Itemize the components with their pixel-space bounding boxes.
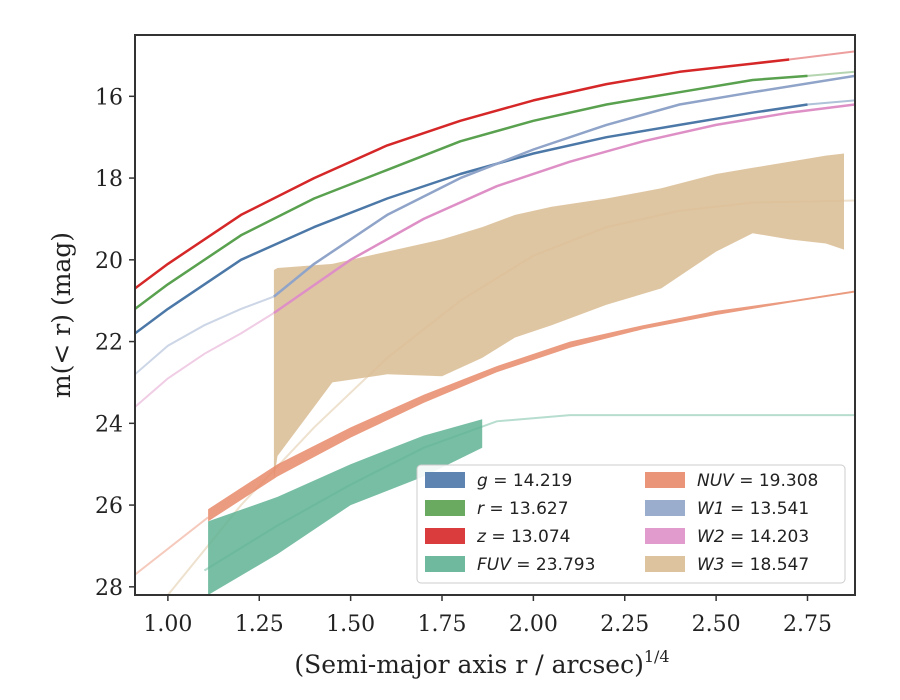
legend-label-nuv: NUV = 19.308 bbox=[697, 471, 818, 491]
x-tick-label: 1.25 bbox=[235, 612, 284, 637]
x-axis-label: (Semi-major axis r / arcsec)1/4 bbox=[294, 647, 669, 679]
legend-label-w1: W1 = 13.541 bbox=[697, 499, 809, 519]
x-tick-label: 2.25 bbox=[600, 612, 649, 637]
legend-swatch-r bbox=[425, 500, 465, 516]
series-layer bbox=[135, 50, 855, 595]
legend: g = 14.219 r = 13.627 z = 13.074 FUV = 23.7… bbox=[416, 464, 846, 584]
series-z-model-curve bbox=[789, 50, 855, 61]
legend-swatch-w3 bbox=[645, 556, 685, 572]
y-tick-label: 28 bbox=[95, 576, 123, 601]
series-r-model-curve bbox=[807, 70, 855, 77]
x-tick-label: 1.50 bbox=[326, 612, 375, 637]
legend-swatch-w2 bbox=[645, 528, 685, 544]
ticks-layer: 1.00 1.25 1.50 1.75 2.00 2.25 2.50 2.75 16 18 20 22… bbox=[95, 85, 832, 637]
legend-label-z: z = 13.074 bbox=[476, 527, 570, 547]
legend-swatch-w1 bbox=[645, 500, 685, 516]
legend-swatch-g bbox=[425, 472, 465, 488]
y-tick-label: 26 bbox=[95, 494, 123, 519]
y-tick-label: 16 bbox=[95, 85, 123, 110]
series-w2-model-curve bbox=[135, 312, 275, 408]
x-tick-label: 1.00 bbox=[143, 612, 192, 637]
series-w1-curve bbox=[273, 74, 855, 298]
legend-swatch-nuv bbox=[645, 472, 685, 488]
series-w3-band bbox=[273, 153, 844, 481]
series-g-curve bbox=[135, 103, 808, 335]
y-tick-label: 24 bbox=[95, 412, 123, 437]
series-w2-curve bbox=[273, 103, 855, 315]
x-tick-label: 2.50 bbox=[692, 612, 741, 637]
y-axis-label: m(< r) (mag) bbox=[47, 232, 76, 398]
series-g-model-curve bbox=[807, 99, 855, 106]
legend-label-w3: W3 = 18.547 bbox=[697, 555, 809, 575]
legend-swatch-z bbox=[425, 528, 465, 544]
y-tick-label: 18 bbox=[95, 167, 123, 192]
legend-swatch-fuv bbox=[425, 556, 465, 572]
legend-label-w2: W2 = 14.203 bbox=[697, 527, 809, 547]
series-fuv-band bbox=[208, 419, 483, 595]
series-z-curve bbox=[135, 58, 790, 290]
y-tick-label: 22 bbox=[95, 331, 123, 356]
legend-label-g: g = 14.219 bbox=[477, 471, 572, 491]
x-tick-label: 2.75 bbox=[783, 612, 832, 637]
x-tick-label: 1.75 bbox=[418, 612, 467, 637]
legend-label-r: r = 13.627 bbox=[477, 499, 569, 519]
plot-frame bbox=[134, 34, 856, 596]
series-w1-model-curve bbox=[135, 295, 275, 376]
x-tick-label: 2.00 bbox=[509, 612, 558, 637]
series-nuv-model-curve bbox=[135, 516, 209, 576]
legend-box bbox=[416, 464, 846, 584]
series-r-curve bbox=[135, 74, 808, 310]
y-tick-label: 20 bbox=[95, 249, 123, 274]
legend-label-fuv: FUV = 23.793 bbox=[477, 555, 595, 575]
